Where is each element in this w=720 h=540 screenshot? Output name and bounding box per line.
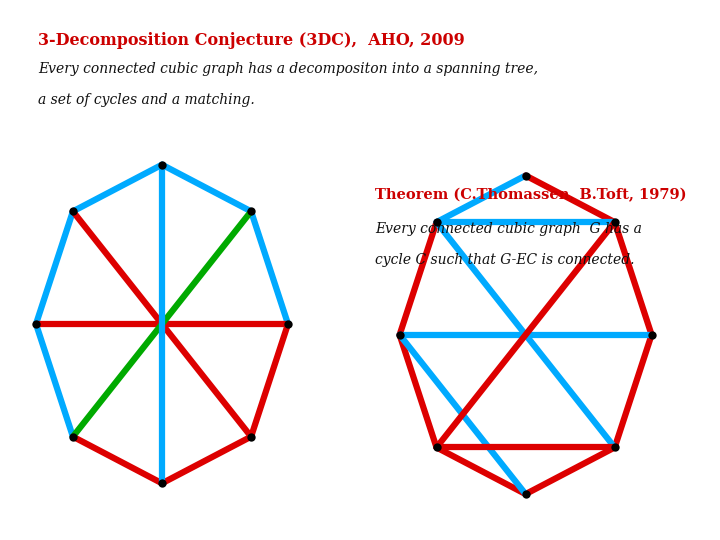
Text: Every connected cubic graph has a decompositon into a spanning tree,: Every connected cubic graph has a decomp…: [38, 62, 538, 76]
Text: cycle C such that G-EC is connected.: cycle C such that G-EC is connected.: [375, 253, 634, 267]
Text: 3-Decomposition Conjecture (3DC),  AHO, 2009: 3-Decomposition Conjecture (3DC), AHO, 2…: [38, 32, 464, 49]
Text: a set of cycles and a matching.: a set of cycles and a matching.: [38, 93, 255, 107]
Text: Theorem (C.Thomassen, B.Toft, 1979): Theorem (C.Thomassen, B.Toft, 1979): [375, 188, 686, 202]
Text: Every connected cubic graph  G has a: Every connected cubic graph G has a: [375, 222, 642, 236]
